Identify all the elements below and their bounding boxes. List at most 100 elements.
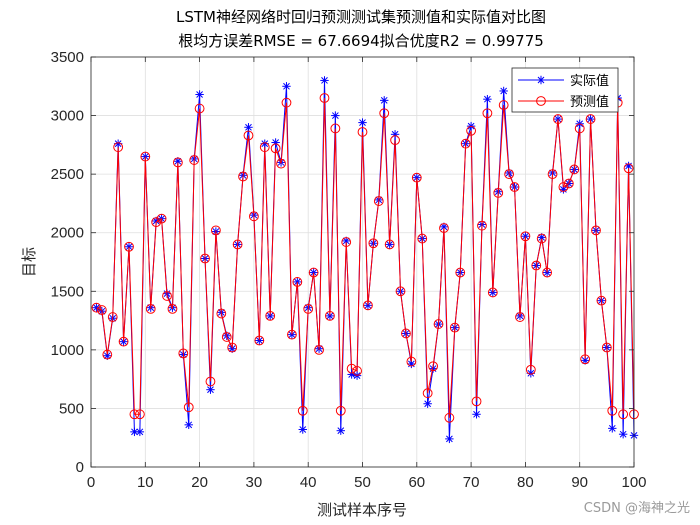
data-point-predicted (308, 267, 319, 278)
legend[interactable]: 实际值 预测值 (511, 67, 619, 113)
circle-stroke (352, 366, 362, 376)
circle-stroke (91, 302, 102, 313)
y-tick-label: 1000 (51, 342, 84, 359)
axis-ticks: 0 10 20 30 40 50 60 70 80 90 100050010001500200025… (51, 49, 647, 491)
circle-stroke (194, 103, 205, 114)
data-point-predicted (183, 402, 194, 413)
series-layer (91, 76, 639, 444)
x-tick-label: 70 (463, 474, 480, 491)
legend-box (511, 67, 619, 113)
data-point-predicted (487, 287, 498, 298)
data-point-predicted (542, 267, 553, 278)
star-stroke (337, 427, 345, 435)
x-tick-label: 80 (517, 474, 534, 491)
data-point-predicted (167, 303, 178, 314)
data-point-predicted (319, 93, 330, 103)
data-point-predicted (515, 312, 525, 322)
data-point-predicted (553, 114, 563, 124)
data-point-actual (184, 420, 193, 430)
circle-stroke (509, 182, 520, 192)
star-stroke (359, 119, 366, 126)
star-stroke (207, 386, 214, 394)
data-point-predicted (335, 405, 346, 416)
star-stroke (342, 237, 350, 245)
circle-stroke (189, 155, 200, 165)
circle-stroke (172, 157, 183, 168)
circle-stroke (460, 138, 471, 149)
data-point-predicted (525, 364, 536, 375)
circle-stroke (422, 388, 433, 399)
data-point-predicted (411, 172, 422, 183)
data-point-predicted (102, 349, 113, 360)
circle-stroke (96, 305, 107, 315)
data-point-predicted (151, 217, 162, 228)
star-stroke (619, 430, 627, 438)
circle-stroke (238, 171, 248, 182)
data-point-actual (336, 426, 345, 435)
data-point-actual (206, 385, 215, 394)
series-predicted (91, 93, 639, 423)
data-point-predicted (471, 396, 482, 407)
circle-stroke (265, 310, 276, 321)
circle-stroke (498, 100, 509, 110)
circle-stroke (563, 178, 574, 189)
circle-stroke (449, 322, 460, 333)
circle-stroke (368, 238, 379, 249)
star-stroke (114, 140, 122, 148)
data-point-predicted (439, 223, 449, 233)
x-axis-label: 测试样本序号 (317, 501, 407, 519)
circle-stroke (428, 361, 438, 372)
data-point-predicted (569, 164, 580, 175)
star-stroke (196, 91, 203, 98)
data-point-actual (608, 424, 617, 433)
circle-stroke (156, 213, 167, 224)
circle-stroke (493, 187, 504, 198)
data-point-predicted (607, 405, 618, 416)
circle-stroke (221, 332, 232, 342)
circle-stroke (411, 172, 422, 183)
y-axis-label: 目标 (20, 247, 38, 277)
data-point-predicted (466, 125, 477, 136)
circle-stroke (281, 97, 292, 108)
data-point-predicted (363, 300, 373, 311)
star-stroke (473, 410, 480, 418)
data-point-predicted (259, 142, 270, 153)
data-point-predicted (325, 310, 335, 321)
circle-stroke (417, 233, 428, 244)
star-stroke (321, 77, 328, 84)
circle-stroke (200, 253, 210, 264)
data-point-predicted (477, 220, 487, 231)
star-stroke (185, 421, 193, 429)
data-point-predicted (346, 363, 357, 374)
data-point-predicted (417, 233, 428, 244)
data-point-predicted (113, 142, 124, 153)
data-point-predicted (200, 253, 210, 264)
data-point-predicted (194, 103, 205, 114)
circle-stroke (574, 123, 585, 134)
data-point-predicted (124, 241, 134, 252)
circle-stroke (232, 239, 243, 250)
legend-label-predicted: 预测值 (570, 94, 609, 110)
watermark: CSDN @海神之光 (584, 501, 690, 516)
circle-stroke (227, 342, 238, 353)
star-stroke (484, 95, 491, 103)
circle-stroke (607, 405, 618, 416)
circle-stroke (580, 354, 591, 365)
data-point-predicted (330, 123, 341, 134)
circle-stroke (276, 158, 286, 169)
data-point-actual (227, 344, 237, 353)
data-point-predicted (433, 319, 444, 329)
data-point-actual (483, 94, 492, 104)
data-point-predicted (536, 233, 547, 244)
circle-stroke (525, 364, 536, 375)
x-tick-label: 40 (300, 474, 317, 491)
star-stroke (380, 96, 388, 104)
circle-stroke (455, 267, 466, 278)
circle-stroke (433, 319, 444, 329)
circle-stroke (477, 220, 487, 231)
circle-stroke (319, 93, 330, 103)
circle-stroke (444, 412, 455, 423)
circle-stroke (140, 151, 151, 162)
star-stroke (245, 123, 252, 131)
